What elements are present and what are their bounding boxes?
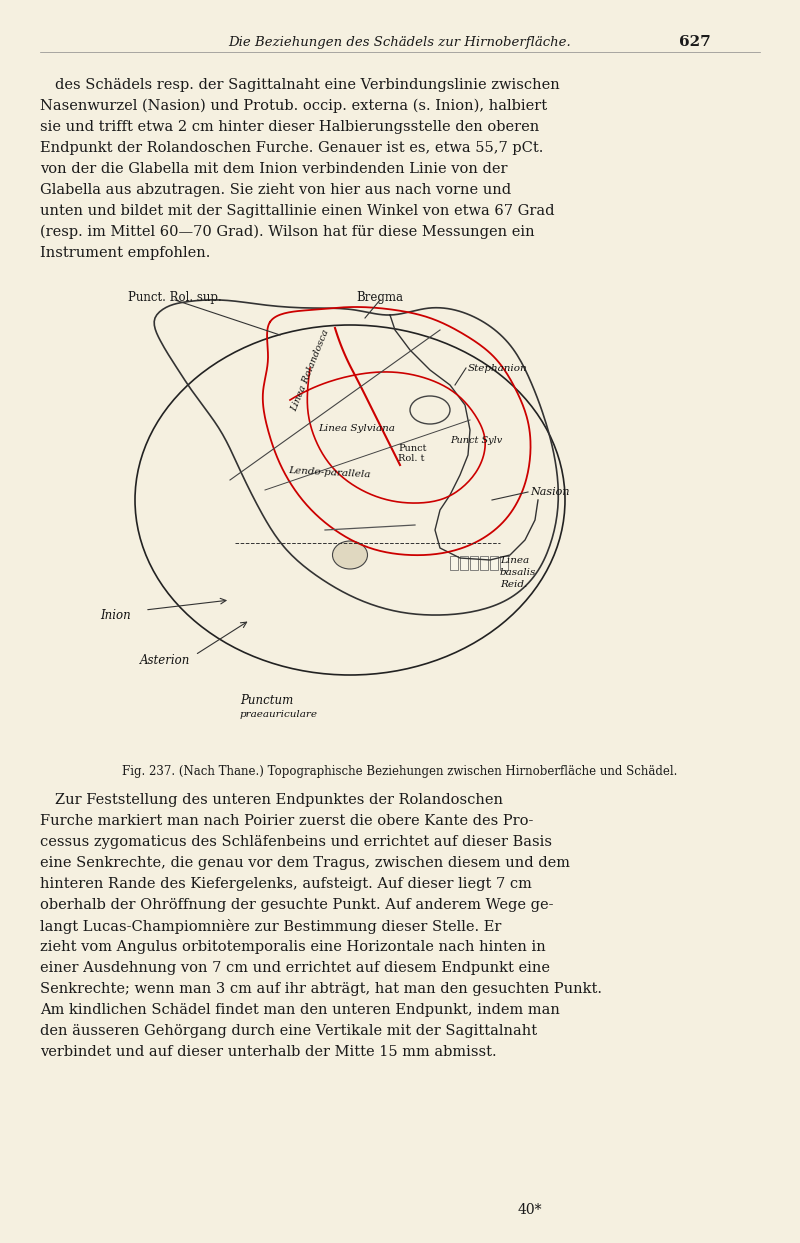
Text: Endpunkt der Rolandoschen Furche. Genauer ist es, etwa 55,7 pCt.: Endpunkt der Rolandoschen Furche. Genaue… (40, 140, 543, 155)
FancyBboxPatch shape (500, 556, 508, 571)
Text: Linea Rolandosca: Linea Rolandosca (290, 328, 330, 413)
Text: zieht vom Angulus orbitotemporalis eine Horizontale nach hinten in: zieht vom Angulus orbitotemporalis eine … (40, 940, 546, 953)
Text: Reid.: Reid. (500, 579, 527, 588)
FancyBboxPatch shape (450, 556, 458, 571)
Text: praeauriculare: praeauriculare (240, 710, 318, 718)
Text: Senkrechte; wenn man 3 cm auf ihr abträgt, hat man den gesuchten Punkt.: Senkrechte; wenn man 3 cm auf ihr abträg… (40, 982, 602, 996)
Text: Furche markiert man nach Poirier zuerst die obere Kante des Pro-: Furche markiert man nach Poirier zuerst … (40, 814, 534, 828)
Text: Fig. 237. (Nach Thane.) Topographische Beziehungen zwischen Hirnoberfläche und S: Fig. 237. (Nach Thane.) Topographische B… (122, 766, 678, 778)
Text: Punctum: Punctum (240, 694, 294, 706)
Text: Die Beziehungen des Schädels zur Hirnoberfläche.: Die Beziehungen des Schädels zur Hirnobe… (229, 36, 571, 48)
Text: Zur Feststellung des unteren Endpunktes der Rolandoschen: Zur Feststellung des unteren Endpunktes … (55, 793, 503, 807)
Ellipse shape (333, 541, 367, 569)
Text: sie und trifft etwa 2 cm hinter dieser Halbierungsstelle den oberen: sie und trifft etwa 2 cm hinter dieser H… (40, 121, 539, 134)
Text: basalis: basalis (500, 568, 536, 577)
Text: Linea: Linea (500, 556, 529, 564)
Text: verbindet und auf dieser unterhalb der Mitte 15 mm abmisst.: verbindet und auf dieser unterhalb der M… (40, 1045, 497, 1059)
Text: Bregma: Bregma (357, 291, 403, 303)
Text: hinteren Rande des Kiefergelenks, aufsteigt. Auf dieser liegt 7 cm: hinteren Rande des Kiefergelenks, aufste… (40, 878, 532, 891)
Text: Punct: Punct (398, 444, 426, 452)
Text: Instrument empfohlen.: Instrument empfohlen. (40, 246, 210, 260)
Text: des Schädels resp. der Sagittalnaht eine Verbindungslinie zwischen: des Schädels resp. der Sagittalnaht eine… (55, 78, 560, 92)
Text: Punct. Rol. sup.: Punct. Rol. sup. (128, 291, 222, 303)
Text: Lendo-parallela: Lendo-parallela (288, 466, 370, 480)
Text: eine Senkrechte, die genau vor dem Tragus, zwischen diesem und dem: eine Senkrechte, die genau vor dem Tragu… (40, 856, 570, 870)
Text: Stephanion: Stephanion (468, 363, 528, 373)
Text: cessus zygomaticus des Schläfenbeins und errichtet auf dieser Basis: cessus zygomaticus des Schläfenbeins und… (40, 835, 552, 849)
FancyBboxPatch shape (490, 556, 498, 571)
FancyBboxPatch shape (480, 556, 488, 571)
FancyBboxPatch shape (460, 556, 468, 571)
Text: oberhalb der Ohröffnung der gesuchte Punkt. Auf anderem Wege ge-: oberhalb der Ohröffnung der gesuchte Pun… (40, 897, 554, 912)
Text: Punct Sylv: Punct Sylv (450, 435, 502, 445)
Text: von der die Glabella mit dem Inion verbindenden Linie von der: von der die Glabella mit dem Inion verbi… (40, 162, 507, 177)
Text: den äusseren Gehörgang durch eine Vertikale mit der Sagittalnaht: den äusseren Gehörgang durch eine Vertik… (40, 1024, 537, 1038)
FancyBboxPatch shape (470, 556, 478, 571)
Text: 627: 627 (679, 35, 711, 48)
Text: unten und bildet mit der Sagittallinie einen Winkel von etwa 67 Grad: unten und bildet mit der Sagittallinie e… (40, 204, 554, 218)
Text: (resp. im Mittel 60—70 Grad). Wilson hat für diese Messungen ein: (resp. im Mittel 60—70 Grad). Wilson hat… (40, 225, 534, 239)
Text: Inion: Inion (100, 609, 130, 622)
Text: Nasion: Nasion (530, 487, 570, 497)
Text: langt Lucas-Champiomnière zur Bestimmung dieser Stelle. Er: langt Lucas-Champiomnière zur Bestimmung… (40, 919, 502, 933)
Text: Glabella aus abzutragen. Sie zieht von hier aus nach vorne und: Glabella aus abzutragen. Sie zieht von h… (40, 183, 511, 196)
Text: 40*: 40* (518, 1203, 542, 1217)
Text: Asterion: Asterion (140, 654, 190, 666)
Text: einer Ausdehnung von 7 cm und errichtet auf diesem Endpunkt eine: einer Ausdehnung von 7 cm und errichtet … (40, 961, 550, 975)
Text: Linea Sylviana: Linea Sylviana (318, 424, 395, 433)
Text: Rol. t: Rol. t (398, 454, 425, 462)
Text: Am kindlichen Schädel findet man den unteren Endpunkt, indem man: Am kindlichen Schädel findet man den unt… (40, 1003, 560, 1017)
Text: Nasenwurzel (Nasion) und Protub. occip. externa (s. Inion), halbiert: Nasenwurzel (Nasion) und Protub. occip. … (40, 98, 547, 113)
